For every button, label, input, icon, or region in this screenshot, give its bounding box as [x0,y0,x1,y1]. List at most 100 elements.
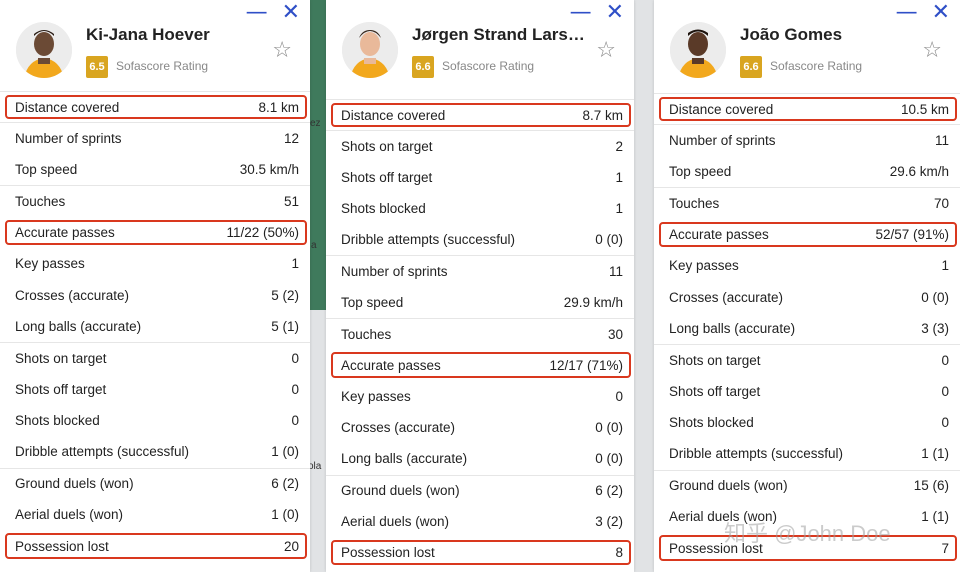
minimize-icon[interactable]: — [895,0,918,25]
favorite-star-icon[interactable]: ☆ [922,38,942,63]
stat-row: Shots blocked 1 [326,193,634,224]
stat-label: Number of sprints [341,264,448,280]
stat-row: Long balls (accurate) 3 (3) [654,313,960,344]
stat-value: 15 (6) [913,478,949,494]
stat-label: Key passes [15,256,85,272]
player-avatar [342,22,398,78]
stat-row: Shots on target 0 [0,342,310,373]
stat-value: 7 [941,540,949,556]
stat-label: Top speed [669,163,732,179]
stat-value: 0 [291,381,299,397]
stat-row: Shots off target 1 [326,162,634,193]
stat-row: Key passes 0 [326,381,634,412]
player-avatar [670,22,726,78]
minimize-icon[interactable]: — [569,0,592,25]
stat-label: Crosses (accurate) [669,289,784,305]
stat-label: Crosses (accurate) [15,287,130,303]
stat-row: Touches 30 [326,318,634,349]
stat-row: Ground duels (won) 6 (2) [0,467,310,499]
stat-value: 1 [615,201,623,217]
stat-value: 51 [283,193,299,209]
stat-value: 0 [941,383,949,399]
stat-label: Crosses (accurate) [341,420,456,436]
stat-label: Shots blocked [15,413,100,429]
stat-label: Top speed [341,294,404,310]
stat-row: Crosses (accurate) 0 (0) [654,281,960,312]
stat-row: Distance covered 8.7 km [326,99,634,130]
stat-value: 0 [291,413,299,429]
player-stats-panel: — ✕ João Gomes 6.6 Sofascore Rating ☆ Di… [654,0,960,572]
stat-label: Shots off target [669,383,761,399]
stats-list: Distance covered 10.5 km Number of sprints… [654,93,960,564]
stat-row: Shots on target 0 [654,344,960,375]
rating-badge: 6.5 [86,56,108,78]
stat-label: Aerial duels (won) [669,509,778,525]
background-gap-2 [634,0,654,572]
stat-label: Shots off target [15,381,107,397]
rating-label: Sofascore Rating [116,59,209,73]
stat-value: 8.7 km [582,107,623,123]
stat-value: 12/17 (71%) [549,357,623,373]
player-name: João Gomes [740,25,843,44]
stat-value: 30.5 km/h [239,161,299,177]
stat-label: Touches [15,193,66,209]
stat-row: Top speed 29.6 km/h [654,156,960,187]
stat-row: Shots off target 0 [0,374,310,405]
stat-label: Dribble attempts (successful) [341,232,516,248]
stat-label: Aerial duels (won) [15,507,124,523]
stat-value: 0 [291,350,299,366]
stat-value: 1 (1) [921,509,949,525]
stat-label: Long balls (accurate) [15,318,142,334]
stat-row: Accurate passes 52/57 (91%) [654,219,960,250]
stat-label: Possession lost [341,545,435,561]
stat-value: 52/57 (91%) [875,226,949,242]
stat-label: Ground duels (won) [15,476,134,492]
stat-label: Distance covered [669,101,774,117]
close-icon[interactable]: ✕ [931,0,950,25]
minimize-icon[interactable]: — [245,0,268,25]
stat-value: 2 [615,138,623,154]
player-photo-icon [670,22,726,78]
close-icon[interactable]: ✕ [281,0,300,25]
favorite-star-icon[interactable]: ☆ [596,38,616,63]
stat-value: 1 (0) [271,444,299,460]
stat-value: 5 (1) [271,318,299,334]
stat-value: 8.1 km [258,99,299,115]
stat-label: Shots blocked [669,415,754,431]
stat-label: Ground duels (won) [341,483,460,499]
stat-label: Top speed [15,161,78,177]
stat-label: Long balls (accurate) [669,320,796,336]
stat-row: Number of sprints 11 [326,255,634,286]
player-photo-icon [16,22,72,78]
stats-list: Distance covered 8.7 km Shots on target 2 Sh… [326,99,634,568]
stat-row: Dribble attempts (successful) 1 (1) [654,438,960,469]
stat-label: Accurate passes [15,224,115,240]
stat-row: Long balls (accurate) 0 (0) [326,443,634,474]
window-controls: — ✕ [896,2,950,24]
stat-value: 0 [941,352,949,368]
close-icon[interactable]: ✕ [605,0,624,25]
stat-value: 11/22 (50%) [226,224,299,240]
stat-label: Long balls (accurate) [341,451,468,467]
favorite-star-icon[interactable]: ☆ [272,38,292,63]
stat-row: Key passes 1 [654,250,960,281]
watermark: 知乎 @John Doe [724,521,891,546]
background-text-fragment: a [311,240,317,251]
stat-value: 11 [608,264,623,280]
stat-label: Aerial duels (won) [341,514,450,529]
stat-value: 12 [283,131,299,147]
player-photo-icon [342,22,398,78]
stat-row: Touches 70 [654,187,960,218]
stat-value: 3 (2) [595,514,623,529]
stat-label: Shots on target [15,350,107,366]
stat-label: Dribble attempts (successful) [15,444,190,460]
stat-row: Number of sprints 11 [654,124,960,155]
stat-label: Accurate passes [669,226,769,242]
stat-row: Ground duels (won) 6 (2) [326,474,634,506]
stat-value: 8 [615,545,623,561]
stat-value: 6 (2) [271,476,299,492]
stat-value: 0 (0) [595,420,623,436]
stat-value: 70 [933,195,949,211]
window-controls: — ✕ [570,2,624,24]
player-avatar [16,22,72,78]
